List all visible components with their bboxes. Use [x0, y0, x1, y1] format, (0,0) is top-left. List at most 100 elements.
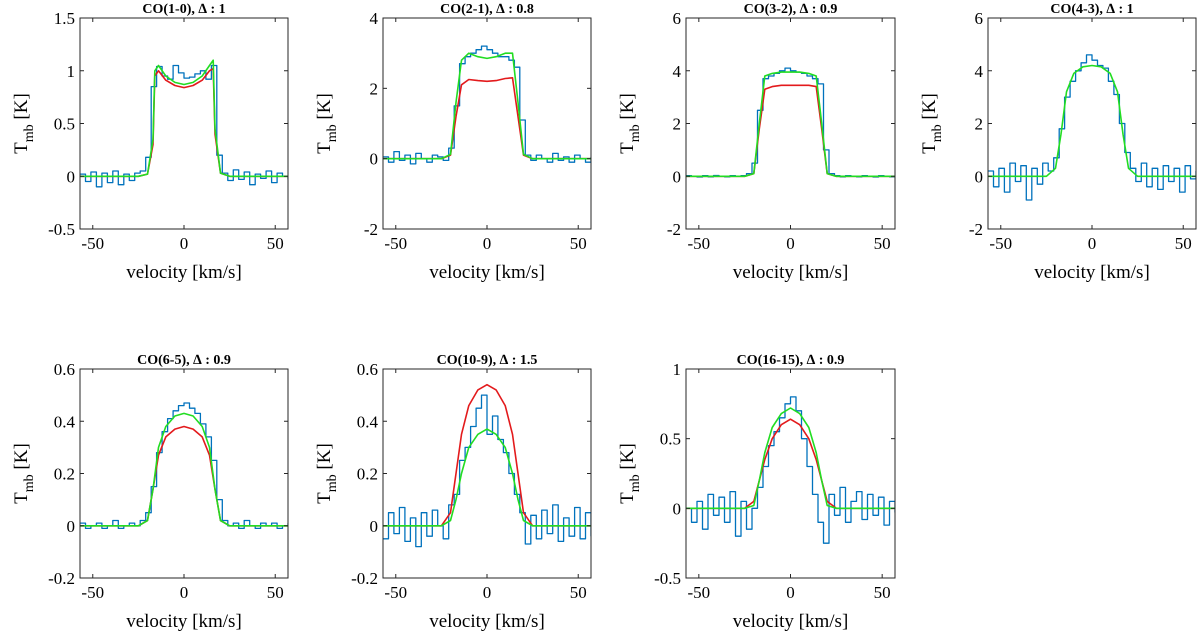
x-tick-label: 50 [874, 234, 891, 253]
x-axis-label: velocity [km/s] [429, 611, 545, 632]
model-line-1 [383, 77, 591, 160]
y-tick-label: 6 [673, 9, 682, 28]
model-line-1 [686, 84, 895, 178]
axes-box [987, 17, 1197, 230]
y-tick-label: 0.4 [357, 412, 379, 431]
x-tick-label: 50 [570, 234, 587, 253]
x-axis-label: velocity [km/s] [429, 262, 545, 283]
y-tick-label: -0.2 [351, 569, 378, 588]
series-group [383, 45, 591, 165]
subplot-1: -50 0 50 -0.5 0 0.5 1 1.5 CO(1-0), ∆ : 1 velocity… [11, 2, 289, 283]
y-tick-label: 2 [673, 115, 682, 134]
x-tick-label: 0 [483, 583, 492, 602]
y-tick-label: 0.5 [660, 430, 681, 449]
y-axis-label: Tmb [K] [314, 443, 340, 504]
y-tick-label: 0 [370, 517, 379, 536]
y-tick-label: 2 [370, 79, 379, 98]
subplot-4: -50 0 50 -2 0 2 4 6 CO(4-3), ∆ : 1 velocity [km/s… [919, 2, 1197, 283]
x-tick-label: 50 [267, 234, 284, 253]
series-group [80, 59, 288, 188]
model-line-1 [988, 64, 1196, 178]
x-tick-label: -50 [687, 234, 710, 253]
model-line-2 [383, 52, 591, 160]
x-axis-label: velocity [km/s] [733, 262, 849, 283]
y-axis-label: Tmb [K] [919, 93, 945, 154]
y-tick-label: 0 [67, 167, 76, 186]
x-tick-label: 0 [483, 234, 492, 253]
y-tick-label: -2 [667, 220, 681, 239]
subplot-title: CO(3-2), ∆ : 0.9 [744, 2, 838, 17]
y-tick-label: 0 [67, 517, 76, 536]
subplot-3: -50 0 50 -2 0 2 4 6 CO(3-2), ∆ : 0.9 velocity [km… [617, 2, 896, 283]
series-group [383, 383, 591, 548]
x-tick-label: -50 [384, 583, 407, 602]
y-axis-label: Tmb [K] [11, 93, 37, 154]
y-tick-label: 4 [975, 62, 984, 81]
y-axis-label: Tmb [K] [617, 443, 643, 504]
observed-spectrum-line [686, 67, 895, 178]
x-tick-label: 0 [1088, 234, 1097, 253]
y-tick-label: 0 [673, 167, 682, 186]
observed-spectrum-line [686, 396, 895, 544]
y-tick-label: 0 [370, 150, 379, 169]
subplot-title: CO(16-15), ∆ : 0.9 [737, 353, 845, 368]
model-line-2 [80, 412, 288, 527]
y-tick-label: -0.5 [48, 220, 75, 239]
model-line-2 [686, 71, 895, 178]
y-tick-label: 4 [673, 62, 682, 81]
y-tick-label: 0.6 [357, 360, 378, 379]
y-tick-label: 2 [975, 115, 984, 134]
subplot-7: -50 0 50 -0.5 0 0.5 1 CO(16-15), ∆ : 0.9 velocit… [617, 353, 896, 632]
subplot-title: CO(6-5), ∆ : 0.9 [137, 353, 231, 368]
x-tick-label: 50 [570, 583, 587, 602]
model-line-2 [383, 428, 591, 527]
model-line-1 [80, 425, 288, 527]
x-tick-label: 0 [180, 583, 189, 602]
x-tick-label: 50 [267, 583, 284, 602]
x-tick-label: 0 [786, 234, 795, 253]
x-axis-label: velocity [km/s] [733, 611, 849, 632]
y-tick-label: 1.5 [54, 9, 75, 28]
x-tick-label: 0 [180, 234, 189, 253]
y-tick-label: 0 [975, 167, 984, 186]
observed-spectrum-line [383, 394, 591, 548]
subplot-title: CO(1-0), ∆ : 1 [142, 2, 225, 17]
y-tick-label: 4 [370, 9, 379, 28]
y-tick-label: 0 [673, 499, 682, 518]
x-axis-label: velocity [km/s] [126, 611, 242, 632]
subplot-title: CO(10-9), ∆ : 1.5 [437, 353, 538, 368]
model-line-2 [686, 407, 895, 510]
y-tick-label: 1 [673, 360, 682, 379]
model-line-1 [686, 418, 895, 510]
x-tick-label: -50 [384, 234, 407, 253]
y-axis-label: Tmb [K] [11, 443, 37, 504]
x-tick-label: 50 [1175, 234, 1192, 253]
x-tick-label: -50 [687, 583, 710, 602]
observed-spectrum-line [80, 402, 288, 530]
y-tick-label: -2 [364, 220, 378, 239]
x-axis-label: velocity [km/s] [126, 262, 242, 283]
y-axis-label: Tmb [K] [314, 93, 340, 154]
y-tick-label: -0.2 [48, 569, 75, 588]
model-line-1 [383, 383, 591, 527]
subplot-6: -50 0 50 -0.2 0 0.2 0.4 0.6 CO(10-9), ∆ : 1.5 vel… [314, 353, 592, 632]
axes-box [79, 368, 289, 579]
x-tick-label: 50 [874, 583, 891, 602]
y-axis-label: Tmb [K] [617, 93, 643, 154]
subplot-title: CO(2-1), ∆ : 0.8 [440, 2, 534, 17]
x-axis-label: velocity [km/s] [1034, 262, 1150, 283]
x-tick-label: -50 [989, 234, 1012, 253]
y-tick-label: 1 [67, 62, 76, 81]
x-tick-label: -50 [81, 583, 104, 602]
subplot-5: -50 0 50 -0.2 0 0.2 0.4 0.6 CO(6-5), ∆ : 0.9 velo… [11, 353, 289, 632]
series-group [80, 402, 288, 530]
observed-spectrum-line [383, 45, 591, 165]
series-group [686, 396, 895, 544]
x-tick-label: -50 [81, 234, 104, 253]
y-tick-label: 0.2 [54, 465, 75, 484]
y-tick-label: -2 [969, 220, 983, 239]
axes-box [79, 17, 289, 230]
y-tick-label: -0.5 [654, 569, 681, 588]
model-line-2 [80, 59, 288, 178]
